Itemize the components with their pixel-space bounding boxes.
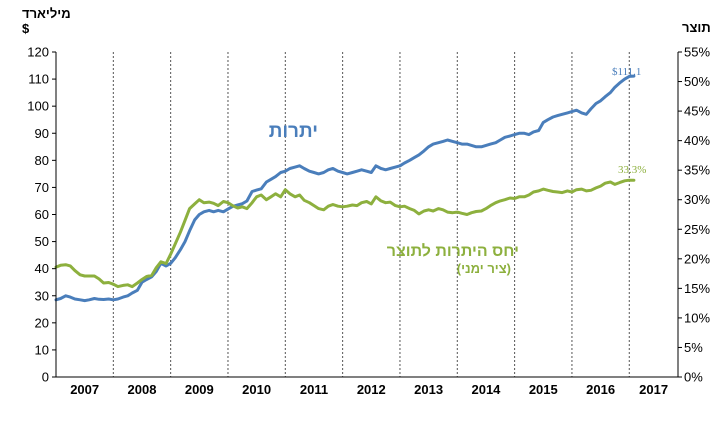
reserves-end-label: $111.1 [612, 66, 641, 78]
axes [52, 51, 682, 378]
right-tick-label: 10% [684, 310, 710, 325]
year-label: 2009 [185, 382, 214, 397]
left-tick-label: 10 [35, 342, 49, 357]
year-label: 2007 [70, 382, 99, 397]
left-tick-label: 60 [35, 207, 49, 222]
ratio-series-sublabel: (ציר ימני) [457, 261, 511, 276]
reserves-series-label: יתרות [269, 121, 318, 142]
left-tick-label: 20 [35, 315, 49, 330]
series-lines [54, 74, 636, 303]
left-tick-label: 0 [42, 370, 49, 385]
year-label: 2014 [471, 382, 501, 397]
right-tick-label: 15% [684, 281, 710, 296]
left-tick-label: 100 [27, 99, 49, 114]
left-tick-label: 30 [35, 288, 49, 303]
right-tick-label: 55% [684, 45, 710, 60]
right-tick-label: 50% [684, 74, 710, 89]
ratio-series-label: יחס היתרות לתוצר [387, 242, 519, 260]
right-tick-label: 0% [684, 370, 703, 385]
right-axis-title: תוצר [682, 20, 711, 35]
left-tick-label: 120 [27, 45, 49, 60]
ratio-end-label: 33.3% [618, 164, 646, 176]
right-tick-label: 40% [684, 133, 710, 148]
right-tick-label: 45% [684, 104, 710, 119]
tick-labels: 0 10 20 30 40 50 60 70 80 90 100 110 120 0% 5% 10% 15% 20… [27, 45, 710, 398]
right-tick-label: 35% [684, 163, 710, 178]
right-tick-label: 30% [684, 192, 710, 207]
right-tick-label: 20% [684, 251, 710, 266]
year-label: 2010 [242, 382, 271, 397]
left-axis-title-line2: $ [22, 21, 30, 36]
year-label: 2017 [639, 382, 668, 397]
ratio-line [54, 178, 636, 289]
left-tick-label: 90 [35, 126, 49, 141]
right-tick-label: 25% [684, 222, 710, 237]
year-label: 2008 [128, 382, 157, 397]
left-tick-label: 50 [35, 234, 49, 249]
reserves-line [54, 74, 636, 303]
left-tick-label: 70 [35, 180, 49, 195]
year-label: 2013 [414, 382, 443, 397]
right-tick-label: 5% [684, 340, 703, 355]
year-label: 2011 [300, 382, 328, 397]
plot-grid [112, 52, 630, 377]
year-label: 2016 [586, 382, 615, 397]
left-tick-label: 40 [35, 261, 49, 276]
year-label: 2015 [529, 382, 558, 397]
year-label: 2012 [357, 382, 386, 397]
left-tick-label: 110 [28, 72, 49, 87]
left-axis-title-line1: מיליארד [22, 6, 71, 21]
left-tick-label: 80 [35, 153, 49, 168]
left-axis-title: מיליארד $ [22, 6, 71, 36]
